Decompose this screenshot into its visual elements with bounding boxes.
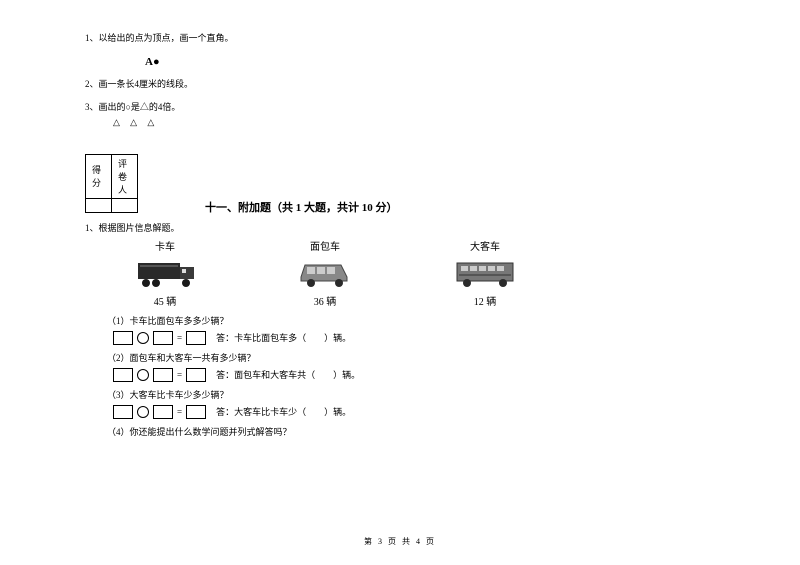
grader-cell: [112, 198, 138, 212]
operator-circle: [137, 369, 149, 381]
operand-box: [113, 331, 133, 345]
page-footer: 第 3 页 共 4 页: [0, 536, 800, 547]
equals-sign: =: [177, 407, 182, 417]
van-count: 36 辆: [314, 293, 337, 308]
operand-box: [113, 405, 133, 419]
truck-column: 卡车 45 辆: [115, 238, 215, 308]
sub-question-2: （2）面包车和大客车一共有多少辆？: [107, 351, 715, 364]
problem-intro: 1、根据图片信息解题。: [85, 221, 715, 234]
result-box: [186, 368, 206, 382]
section-title: 十一、附加题（共 1 大题，共计 10 分）: [205, 199, 715, 215]
result-box: [186, 405, 206, 419]
equation-row-1: = 答：卡车比面包车多（ ）辆。: [113, 331, 715, 345]
truck-icon: [130, 257, 200, 289]
score-table: 得分 评卷人: [85, 154, 138, 213]
van-column: 面包车 36 辆: [275, 238, 375, 308]
equation-row-2: = 答：面包车和大客车共（ ）辆。: [113, 368, 715, 382]
grader-label: 评卷人: [112, 154, 138, 198]
van-icon: [290, 257, 360, 289]
truck-count: 45 辆: [154, 293, 177, 308]
bus-column: 大客车 12 辆: [435, 238, 535, 308]
bus-label: 大客车: [470, 238, 500, 253]
question-2: 2、画一条长4厘米的线段。: [85, 78, 715, 92]
operand-box: [153, 331, 173, 345]
sub-question-3: （3）大客车比卡车少多少辆？: [107, 388, 715, 401]
answer-text-3: 答：大客车比卡车少（ ）辆。: [216, 405, 351, 418]
sub-question-1: （1）卡车比面包车多多少辆？: [107, 314, 715, 327]
vehicle-row: 卡车 45 辆 面包车 36 辆: [115, 238, 715, 308]
truck-label: 卡车: [155, 238, 175, 253]
triangles-row: △ △ △: [113, 117, 715, 128]
operand-box: [153, 368, 173, 382]
answer-text-2: 答：面包车和大客车共（ ）辆。: [216, 368, 360, 381]
van-label: 面包车: [310, 238, 340, 253]
equals-sign: =: [177, 370, 182, 380]
operator-circle: [137, 406, 149, 418]
equation-row-3: = 答：大客车比卡车少（ ）辆。: [113, 405, 715, 419]
bus-count: 12 辆: [474, 293, 497, 308]
sub-question-4: （4）你还能提出什么数学问题并列式解答吗？: [107, 425, 715, 438]
operand-box: [113, 368, 133, 382]
operator-circle: [137, 332, 149, 344]
score-label: 得分: [86, 154, 112, 198]
question-1: 1、以给出的点为顶点，画一个直角。: [85, 32, 715, 46]
answer-text-1: 答：卡车比面包车多（ ）辆。: [216, 331, 351, 344]
equals-sign: =: [177, 333, 182, 343]
bus-icon: [450, 257, 520, 289]
operand-box: [153, 405, 173, 419]
vertex-point: A●: [145, 56, 715, 68]
score-cell: [86, 198, 112, 212]
result-box: [186, 331, 206, 345]
question-3: 3、画出的○是△的4倍。: [85, 101, 715, 115]
